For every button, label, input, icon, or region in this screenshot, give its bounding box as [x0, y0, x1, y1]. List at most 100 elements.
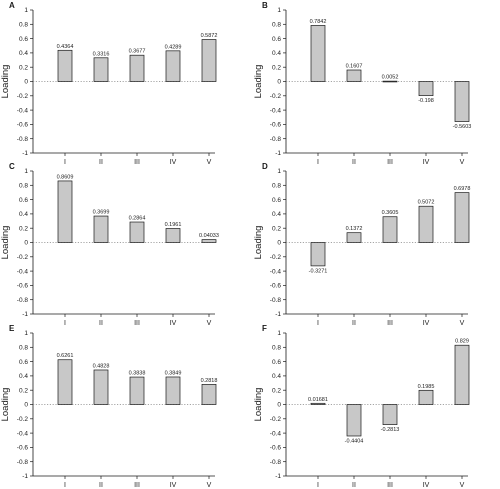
x-tick-label: III — [134, 320, 140, 327]
bar — [346, 404, 362, 437]
y-tick-label: -1 — [22, 311, 28, 318]
data-label: 0.2818 — [201, 378, 218, 384]
bar — [382, 80, 398, 83]
data-label: 0.2864 — [129, 216, 146, 222]
y-tick-label: 0.8 — [272, 345, 281, 352]
bar — [418, 81, 434, 97]
bar — [346, 69, 362, 82]
data-label: 0.3699 — [93, 210, 110, 216]
y-tick-label: 0 — [277, 240, 281, 247]
y-tick-label: -0.2 — [17, 254, 29, 261]
data-label: 0.1372 — [346, 226, 363, 232]
y-axis-label: Loading — [0, 226, 11, 260]
y-tick-label: 0 — [277, 79, 281, 86]
bar — [201, 239, 217, 243]
x-tick-label: V — [460, 482, 465, 489]
data-label: 0.3677 — [129, 49, 146, 55]
y-tick-label: -0.4 — [17, 430, 29, 437]
y-tick-label: -0.8 — [17, 459, 29, 466]
data-label: 0.1607 — [346, 64, 363, 70]
x-tick-label: III — [387, 159, 393, 166]
y-tick-label: -0.8 — [270, 297, 282, 304]
bar — [129, 376, 145, 405]
y-tick-label: 0 — [24, 240, 28, 247]
panel-c: C Loading -1 -0.8 -0.6 -0.4 -0.2 0 0.2 0.4 0.6 0.8 1… — [0, 162, 219, 327]
y-tick-label: 1 — [24, 330, 28, 337]
bar — [310, 242, 326, 267]
x-tick-label: IV — [423, 482, 430, 489]
y-tick-label: 0 — [277, 402, 281, 409]
y-tick-label: -0.2 — [17, 93, 29, 100]
bar — [201, 384, 217, 405]
x-tick-label: II — [99, 320, 103, 327]
y-tick-label: 0 — [24, 402, 28, 409]
panel-e: E Loading -1 -0.8 -0.6 -0.4 -0.2 0 0.2 0.4 0.6 0.8 1… — [0, 324, 217, 489]
y-tick-label: -0.2 — [270, 416, 282, 423]
y-tick-label: 1 — [277, 330, 281, 337]
bar — [454, 81, 470, 122]
y-tick-label: 0.8 — [272, 22, 281, 29]
x-tick-label: II — [352, 159, 356, 166]
y-tick-label: 0.2 — [272, 387, 281, 394]
x-tick-label: IV — [170, 482, 177, 489]
y-tick-label: -0.6 — [17, 445, 29, 452]
panel-letter: E — [9, 324, 15, 333]
x-tick-label: II — [352, 320, 356, 327]
bar — [346, 232, 362, 243]
y-tick-label: 0.8 — [19, 183, 28, 190]
y-tick-label: 0.4 — [272, 50, 281, 57]
data-label: 0.829 — [455, 339, 469, 345]
data-label: 0.6261 — [57, 353, 74, 359]
y-tick-label: -0.6 — [270, 283, 282, 290]
y-tick-label: 0.8 — [19, 345, 28, 352]
y-tick-label: -0.6 — [17, 122, 29, 129]
data-label: 0.4364 — [57, 44, 74, 50]
y-tick-label: -1 — [22, 473, 28, 480]
bar — [382, 216, 398, 243]
x-tick-label: I — [64, 482, 66, 489]
y-axis-label: Loading — [0, 388, 11, 422]
panel-letter: B — [262, 1, 268, 10]
x-tick-label: V — [207, 159, 212, 166]
y-tick-label: 0.6 — [19, 36, 28, 43]
bar — [382, 404, 398, 425]
bar — [310, 402, 326, 405]
y-tick-label: -0.2 — [270, 93, 282, 100]
bar — [93, 57, 109, 82]
panel-f: F Loading -1 -0.8 -0.6 -0.4 -0.2 0 0.2 0.4 0.6 0.8 1… — [253, 324, 470, 489]
y-tick-label: -0.6 — [17, 283, 29, 290]
y-axis-label: Loading — [253, 388, 264, 422]
y-tick-label: -0.2 — [17, 416, 29, 423]
x-tick-label: III — [387, 320, 393, 327]
panel-letter: A — [9, 1, 15, 10]
panel-letter: C — [9, 162, 15, 171]
data-label: 0.5072 — [418, 200, 435, 206]
bar — [129, 221, 145, 243]
x-tick-label: IV — [170, 159, 177, 166]
x-tick-label: IV — [170, 320, 177, 327]
x-tick-label: V — [460, 159, 465, 166]
y-tick-label: 0.6 — [19, 359, 28, 366]
data-label: 0.3849 — [165, 370, 182, 376]
data-label: 0.7842 — [310, 19, 327, 25]
bar — [57, 49, 73, 82]
data-label: 0.8609 — [57, 174, 74, 180]
y-tick-label: 0.6 — [272, 36, 281, 43]
bar — [57, 180, 73, 243]
data-label: -0.2813 — [381, 427, 400, 433]
y-tick-label: 0.2 — [272, 64, 281, 71]
bar — [129, 54, 145, 82]
y-tick-label: -1 — [275, 150, 281, 157]
x-tick-label: V — [460, 320, 465, 327]
y-tick-label: -0.8 — [17, 136, 29, 143]
y-tick-label: -0.8 — [270, 459, 282, 466]
y-tick-label: 0.6 — [272, 359, 281, 366]
bar — [165, 376, 181, 405]
data-label: 0.0052 — [382, 75, 399, 81]
panel-b: B Loading -1 -0.8 -0.6 -0.4 -0.2 0 0.2 0.4 0.6 0.8 1… — [253, 1, 471, 166]
data-label: 0.4289 — [165, 44, 182, 50]
data-label: 0.3605 — [382, 210, 399, 216]
x-tick-label: I — [64, 159, 66, 166]
x-tick-label: IV — [423, 320, 430, 327]
